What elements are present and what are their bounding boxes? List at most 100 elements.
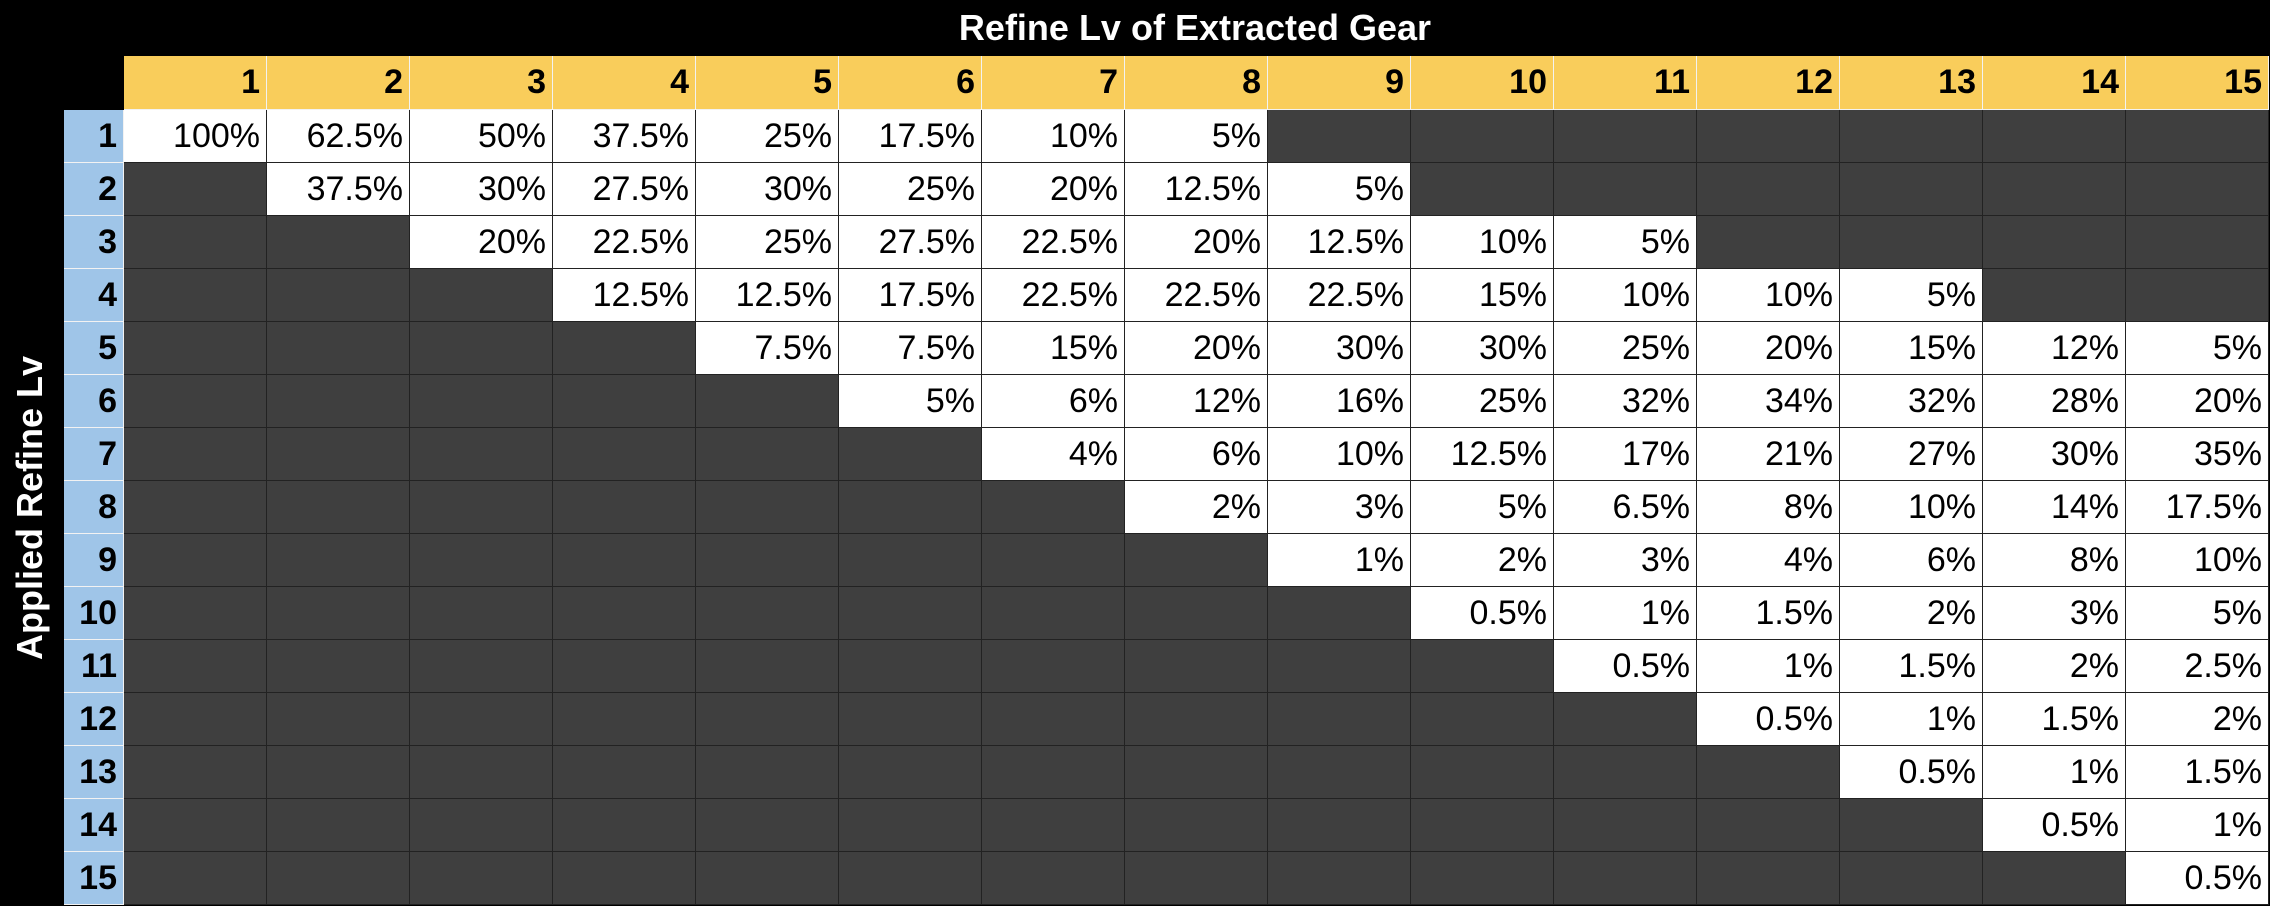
value-cell: 20%: [1125, 322, 1268, 375]
empty-cell: [1125, 746, 1268, 799]
empty-cell: [1268, 852, 1411, 905]
empty-cell: [553, 534, 696, 587]
empty-cell: [1125, 640, 1268, 693]
value-cell: 8%: [1697, 481, 1840, 534]
empty-cell: [1268, 799, 1411, 852]
value-cell: 16%: [1268, 375, 1411, 428]
value-cell: 1%: [2126, 799, 2269, 852]
empty-cell: [124, 534, 267, 587]
row-header: 12: [64, 693, 124, 746]
value-cell: 62.5%: [267, 110, 410, 163]
value-cell: 1%: [1983, 746, 2126, 799]
column-header: 11: [1554, 56, 1697, 110]
empty-cell: [267, 693, 410, 746]
value-cell: 12.5%: [1125, 163, 1268, 216]
empty-cell: [267, 587, 410, 640]
empty-cell: [1411, 693, 1554, 746]
empty-cell: [1125, 852, 1268, 905]
empty-cell: [410, 481, 553, 534]
empty-cell: [267, 481, 410, 534]
empty-cell: [1411, 852, 1554, 905]
empty-cell: [124, 481, 267, 534]
empty-cell: [1268, 587, 1411, 640]
value-cell: 20%: [1125, 216, 1268, 269]
value-cell: 5%: [839, 375, 982, 428]
empty-cell: [2126, 163, 2269, 216]
row-header: 2: [64, 163, 124, 216]
value-cell: 21%: [1697, 428, 1840, 481]
row-header: 14: [64, 799, 124, 852]
row-header: 15: [64, 852, 124, 905]
value-cell: 27%: [1840, 428, 1983, 481]
column-header: 15: [2126, 56, 2269, 110]
empty-cell: [1268, 693, 1411, 746]
empty-cell: [410, 640, 553, 693]
empty-cell: [124, 163, 267, 216]
empty-cell: [1268, 110, 1411, 163]
value-cell: 1.5%: [1840, 640, 1983, 693]
empty-cell: [124, 746, 267, 799]
empty-cell: [1983, 163, 2126, 216]
value-cell: 5%: [1411, 481, 1554, 534]
empty-cell: [696, 375, 839, 428]
value-cell: 22.5%: [982, 269, 1125, 322]
empty-cell: [696, 534, 839, 587]
empty-cell: [1268, 640, 1411, 693]
value-cell: 10%: [1554, 269, 1697, 322]
empty-cell: [982, 852, 1125, 905]
empty-cell: [124, 693, 267, 746]
column-header: 12: [1697, 56, 1840, 110]
value-cell: 5%: [1125, 110, 1268, 163]
empty-cell: [1697, 216, 1840, 269]
column-header: 9: [1268, 56, 1411, 110]
empty-cell: [696, 799, 839, 852]
empty-cell: [839, 693, 982, 746]
value-cell: 0.5%: [2126, 852, 2269, 905]
value-cell: 10%: [1840, 481, 1983, 534]
value-cell: 28%: [1983, 375, 2126, 428]
empty-cell: [553, 799, 696, 852]
empty-cell: [553, 640, 696, 693]
empty-cell: [410, 269, 553, 322]
value-cell: 6.5%: [1554, 481, 1697, 534]
value-cell: 5%: [1268, 163, 1411, 216]
value-cell: 12%: [1983, 322, 2126, 375]
value-cell: 6%: [1840, 534, 1983, 587]
empty-cell: [553, 746, 696, 799]
value-cell: 32%: [1840, 375, 1983, 428]
empty-cell: [1554, 799, 1697, 852]
empty-cell: [982, 640, 1125, 693]
value-cell: 10%: [1411, 216, 1554, 269]
value-cell: 2%: [1983, 640, 2126, 693]
value-cell: 15%: [1411, 269, 1554, 322]
value-cell: 22.5%: [553, 216, 696, 269]
empty-cell: [124, 269, 267, 322]
empty-cell: [839, 481, 982, 534]
empty-cell: [267, 322, 410, 375]
value-cell: 17.5%: [839, 269, 982, 322]
value-cell: 27.5%: [839, 216, 982, 269]
empty-cell: [1554, 852, 1697, 905]
row-header: 3: [64, 216, 124, 269]
empty-cell: [124, 799, 267, 852]
value-cell: 4%: [1697, 534, 1840, 587]
empty-cell: [553, 481, 696, 534]
value-cell: 30%: [1268, 322, 1411, 375]
empty-cell: [410, 428, 553, 481]
empty-cell: [267, 534, 410, 587]
column-header: 2: [267, 56, 410, 110]
value-cell: 22.5%: [1125, 269, 1268, 322]
empty-cell: [1983, 852, 2126, 905]
value-cell: 0.5%: [1983, 799, 2126, 852]
value-cell: 3%: [1554, 534, 1697, 587]
value-cell: 1%: [1268, 534, 1411, 587]
empty-cell: [1840, 216, 1983, 269]
value-cell: 12.5%: [1411, 428, 1554, 481]
value-cell: 1%: [1840, 693, 1983, 746]
column-header: 7: [982, 56, 1125, 110]
empty-cell: [982, 481, 1125, 534]
empty-cell: [553, 693, 696, 746]
empty-cell: [1840, 852, 1983, 905]
empty-cell: [2126, 216, 2269, 269]
empty-cell: [1697, 799, 1840, 852]
